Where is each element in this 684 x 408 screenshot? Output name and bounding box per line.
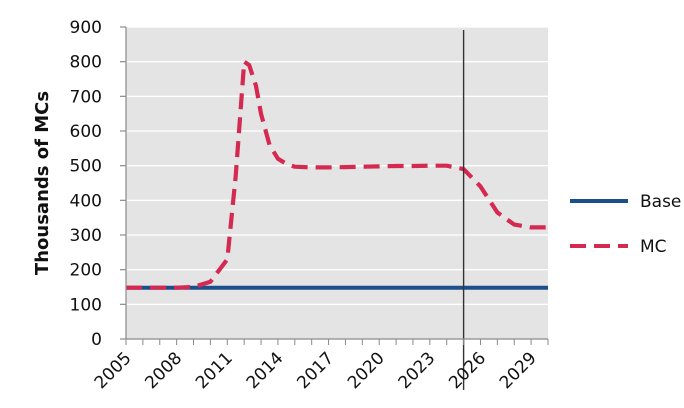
x-tick-label-2017: 2017 <box>293 348 338 393</box>
x-tick-label-2020: 2020 <box>344 348 389 393</box>
x-tick-label-2023: 2023 <box>395 348 440 393</box>
y-tick-label-900: 900 <box>70 18 102 38</box>
y-tick-label-0: 0 <box>91 330 102 350</box>
x-tick-labels: 2005 2008 2011 2014 2017 2020 2023 2026 2029 <box>91 348 541 393</box>
y-tick-label-400: 400 <box>70 191 102 211</box>
legend: Base MC <box>570 192 681 257</box>
axes <box>120 26 549 345</box>
x-tick-label-2005: 2005 <box>91 348 136 393</box>
y-tick-label-800: 800 <box>70 53 102 73</box>
y-tick-label-700: 700 <box>70 87 102 107</box>
x-tick-label-2026: 2026 <box>445 348 490 393</box>
x-tick-label-2029: 2029 <box>496 348 541 393</box>
y-tick-labels: 0 100 200 300 400 500 600 700 800 900 <box>70 18 102 350</box>
legend-label-base: Base <box>640 192 681 212</box>
y-tick-label-500: 500 <box>70 157 102 177</box>
y-axis-title: Thousands of MCs <box>32 91 53 275</box>
plot-background <box>126 27 548 339</box>
y-tick-label-200: 200 <box>70 261 102 281</box>
gridlines <box>126 26 548 305</box>
y-tick-label-100: 100 <box>70 295 102 315</box>
plot-area <box>126 27 548 339</box>
y-tick-label-600: 600 <box>70 122 102 142</box>
x-tick-label-2011: 2011 <box>192 348 237 393</box>
x-tick-label-2014: 2014 <box>243 348 288 393</box>
legend-label-mc: MC <box>640 237 667 257</box>
y-tick-label-300: 300 <box>70 226 102 246</box>
x-tick-label-2008: 2008 <box>141 348 186 393</box>
